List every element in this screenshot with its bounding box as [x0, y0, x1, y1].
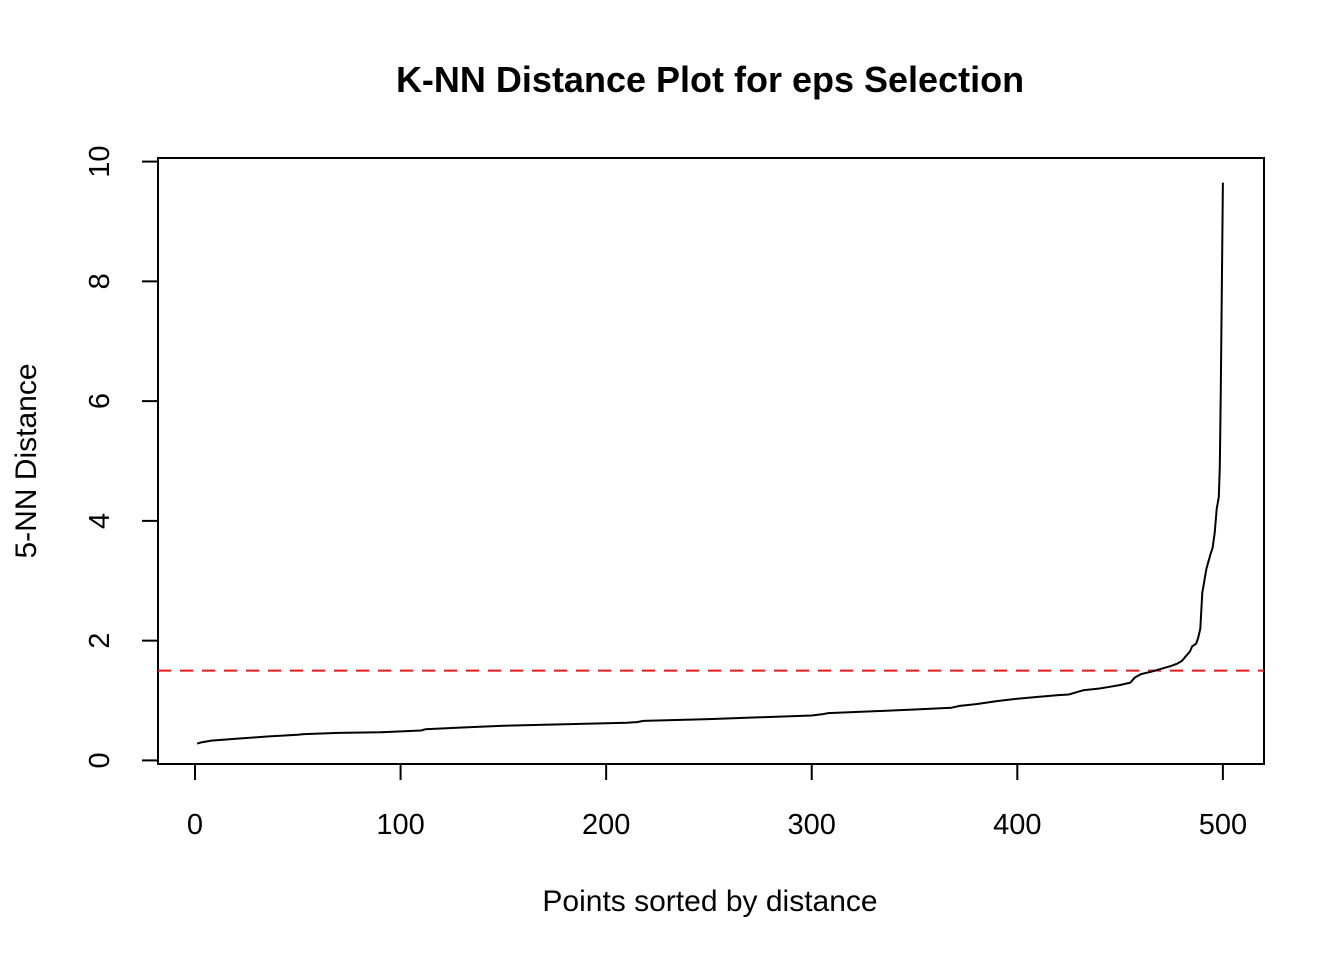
y-tick-label: 10 [84, 145, 116, 177]
y-axis-label: 5-NN Distance [10, 363, 43, 558]
y-tick-label: 4 [84, 513, 116, 529]
x-axis-label: Points sorted by distance [542, 885, 877, 918]
x-tick-label: 300 [788, 809, 836, 841]
x-tick-label: 100 [376, 809, 424, 841]
x-axis: 0 100 200 300 400 500 [187, 763, 1247, 841]
x-tick-label: 400 [993, 809, 1041, 841]
y-tick-label: 8 [84, 273, 116, 289]
plot-frame [157, 157, 1265, 765]
y-axis: 0 2 4 6 8 10 [84, 145, 159, 768]
y-tick-label: 0 [84, 752, 116, 768]
series-line [196, 182, 1224, 745]
y-tick-label: 6 [84, 393, 116, 409]
y-tick-label: 2 [84, 633, 116, 649]
x-tick-label: 0 [187, 809, 203, 841]
x-tick-label: 500 [1199, 809, 1247, 841]
x-tick-label: 200 [582, 809, 630, 841]
chart-title: K-NN Distance Plot for eps Selection [396, 59, 1024, 100]
